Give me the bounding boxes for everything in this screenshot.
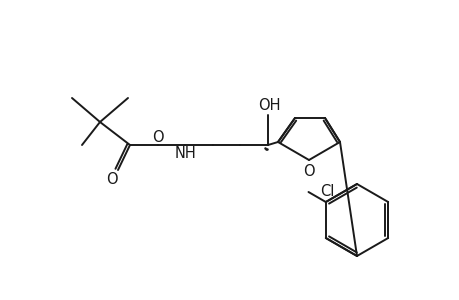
Text: O: O [106,172,118,188]
Text: O: O [302,164,314,178]
Text: Cl: Cl [320,184,334,200]
Text: O: O [152,130,163,145]
Text: NH: NH [175,146,196,160]
Text: OH: OH [257,98,280,112]
